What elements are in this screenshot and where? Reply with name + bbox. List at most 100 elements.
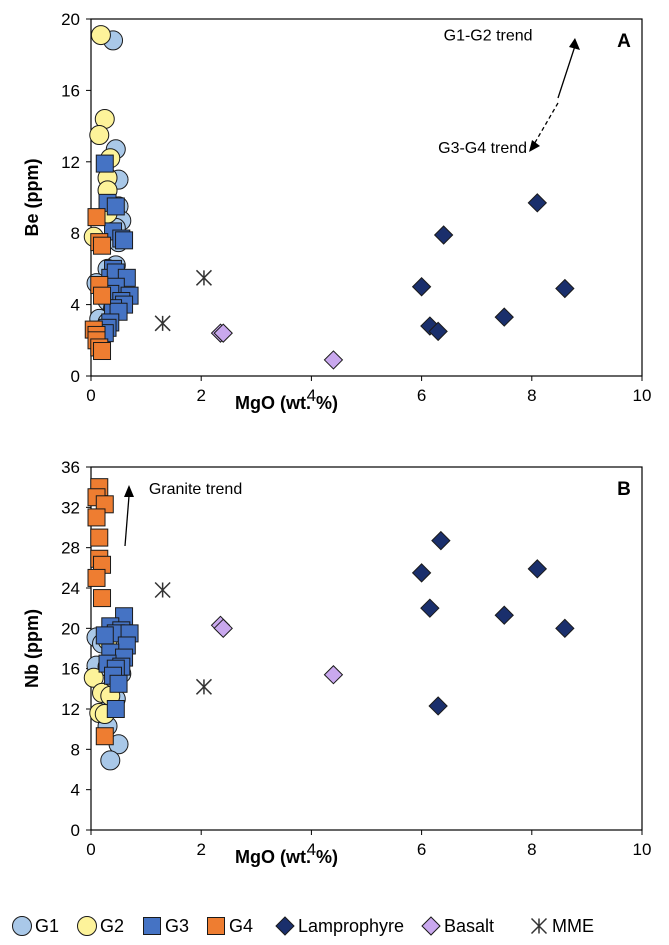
annotation-label: Granite trend — [149, 481, 242, 498]
data-point-g3 — [115, 231, 134, 250]
y-tick-label: 24 — [61, 579, 80, 598]
legend-marker-g3 — [143, 917, 161, 935]
x-tick-label: 0 — [86, 840, 95, 859]
data-point-lamprophyre — [494, 307, 514, 327]
data-point-lamprophyre — [527, 559, 548, 579]
y-tick-label: 16 — [61, 660, 80, 679]
trend-arrow-g1-g2 — [557, 45, 576, 99]
legend-marker-mme — [530, 917, 548, 935]
data-point-g4 — [93, 286, 112, 305]
x-tick-label: 2 — [196, 386, 205, 405]
y-tick-label: 4 — [71, 296, 80, 315]
data-point-g4 — [93, 236, 112, 255]
legend-marker-g2 — [77, 916, 97, 936]
data-point-g4 — [87, 208, 106, 227]
legend-label-g1: G1 — [35, 916, 59, 936]
y-tick-label: 0 — [71, 367, 80, 386]
y-tick-label: 12 — [61, 700, 80, 719]
panel-letter: B — [617, 479, 631, 500]
x-axis-title: MgO (wt. %) — [235, 847, 338, 867]
data-point-g3 — [109, 674, 128, 693]
data-point-g4 — [87, 568, 106, 587]
x-axis-title: MgO (wt. %) — [235, 393, 338, 413]
data-point-lamprophyre — [494, 605, 514, 625]
data-point-lamprophyre — [431, 530, 451, 551]
data-point-g4 — [95, 727, 114, 746]
data-point-basalt — [213, 618, 233, 639]
data-point-g4 — [90, 528, 109, 547]
y-axis-title: Nb (ppm) — [22, 609, 42, 688]
x-tick-label: 4 — [307, 840, 316, 859]
y-tick-label: 16 — [61, 81, 80, 100]
data-point-mme — [154, 581, 171, 599]
data-point-g4 — [87, 508, 106, 527]
data-point-g2 — [90, 25, 111, 46]
data-point-lamprophyre — [555, 278, 575, 299]
y-tick-label: 8 — [71, 224, 80, 243]
x-tick-label: 6 — [417, 840, 426, 859]
arrowhead-icon — [124, 485, 134, 497]
data-point-lamprophyre — [428, 696, 448, 716]
data-point-basalt — [323, 665, 344, 685]
y-tick-label: 20 — [61, 619, 80, 638]
chart-legend: G1 G2 G3 G4 Lamprophyre Basalt MME — [12, 916, 594, 936]
legend-label-g3: G3 — [165, 916, 189, 936]
data-point-mme — [154, 315, 171, 332]
data-point-lamprophyre — [420, 598, 440, 618]
legend-label-g4: G4 — [229, 916, 253, 936]
x-tick-label: 10 — [633, 386, 652, 405]
data-point-lamprophyre — [411, 277, 432, 297]
data-point-g3 — [106, 700, 125, 718]
data-point-g1 — [100, 750, 121, 771]
data-point-g2 — [89, 125, 110, 146]
y-tick-label: 20 — [61, 10, 80, 29]
data-point-mme — [195, 678, 212, 695]
y-axis-title: Be (ppm) — [22, 159, 42, 237]
data-point-lamprophyre — [527, 193, 548, 213]
y-tick-label: 36 — [61, 458, 80, 477]
legend-marker-g4 — [207, 917, 225, 935]
y-tick-label: 32 — [61, 498, 80, 517]
data-point-lamprophyre — [411, 563, 432, 583]
data-point-lamprophyre — [433, 225, 454, 245]
trend-arrow-granite — [124, 495, 130, 547]
plot-area-b — [90, 466, 643, 831]
x-tick-label: 8 — [527, 386, 536, 405]
chart-panel-a: 0 2 4 6 8 10 0 4 8 12 16 20 MgO (wt. %) Be (ppm) A G1-G… — [22, 10, 651, 413]
legend-label-basalt: Basalt — [444, 916, 494, 936]
data-point-basalt — [213, 323, 233, 343]
legend-label-lamprophyre: Lamprophyre — [298, 916, 404, 936]
data-point-lamprophyre — [428, 321, 448, 342]
x-tick-label: 2 — [196, 840, 205, 859]
x-tick-label: 8 — [527, 840, 536, 859]
y-tick-label: 28 — [61, 539, 80, 558]
data-point-g3 — [95, 626, 114, 645]
data-point-mme — [195, 269, 212, 286]
y-tick-label: 0 — [71, 821, 80, 840]
data-point-g4 — [93, 589, 112, 608]
arrowhead-icon — [529, 140, 540, 152]
data-point-g3 — [106, 197, 125, 216]
data-point-basalt — [323, 350, 344, 370]
y-tick-label: 8 — [71, 740, 80, 759]
arrowhead-icon — [569, 38, 580, 50]
annotation-label: G3-G4 trend — [438, 140, 527, 157]
plot-area-a — [90, 18, 643, 377]
y-tick-label: 4 — [71, 781, 80, 800]
data-point-lamprophyre — [555, 618, 575, 639]
legend-label-mme: MME — [552, 916, 594, 936]
trend-arrow-g3-g4 — [532, 102, 559, 147]
data-point-g4 — [93, 342, 112, 361]
x-tick-label: 4 — [307, 386, 316, 405]
x-tick-label: 6 — [417, 386, 426, 405]
x-tick-label: 10 — [633, 840, 652, 859]
legend-marker-basalt — [421, 916, 441, 936]
legend-marker-g1 — [12, 916, 32, 936]
data-point-g3 — [95, 154, 114, 173]
legend-label-g2: G2 — [100, 916, 124, 936]
panel-letter: A — [617, 31, 631, 52]
annotation-label: G1-G2 trend — [444, 27, 533, 44]
legend-marker-lamprophyre — [275, 916, 295, 936]
